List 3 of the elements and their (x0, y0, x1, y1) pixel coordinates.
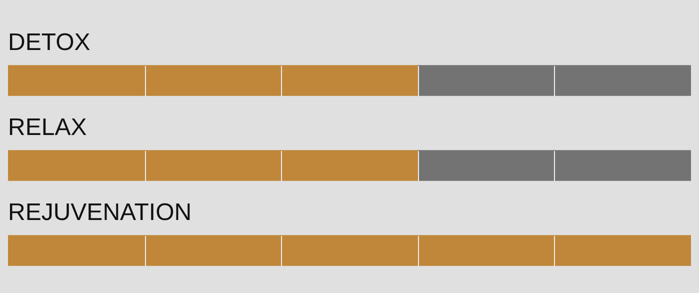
y-tick-label: RELAX (8, 114, 87, 142)
y-tick-label: REJUVENATION (8, 199, 192, 226)
y-tick-label: DETOX (8, 29, 90, 56)
